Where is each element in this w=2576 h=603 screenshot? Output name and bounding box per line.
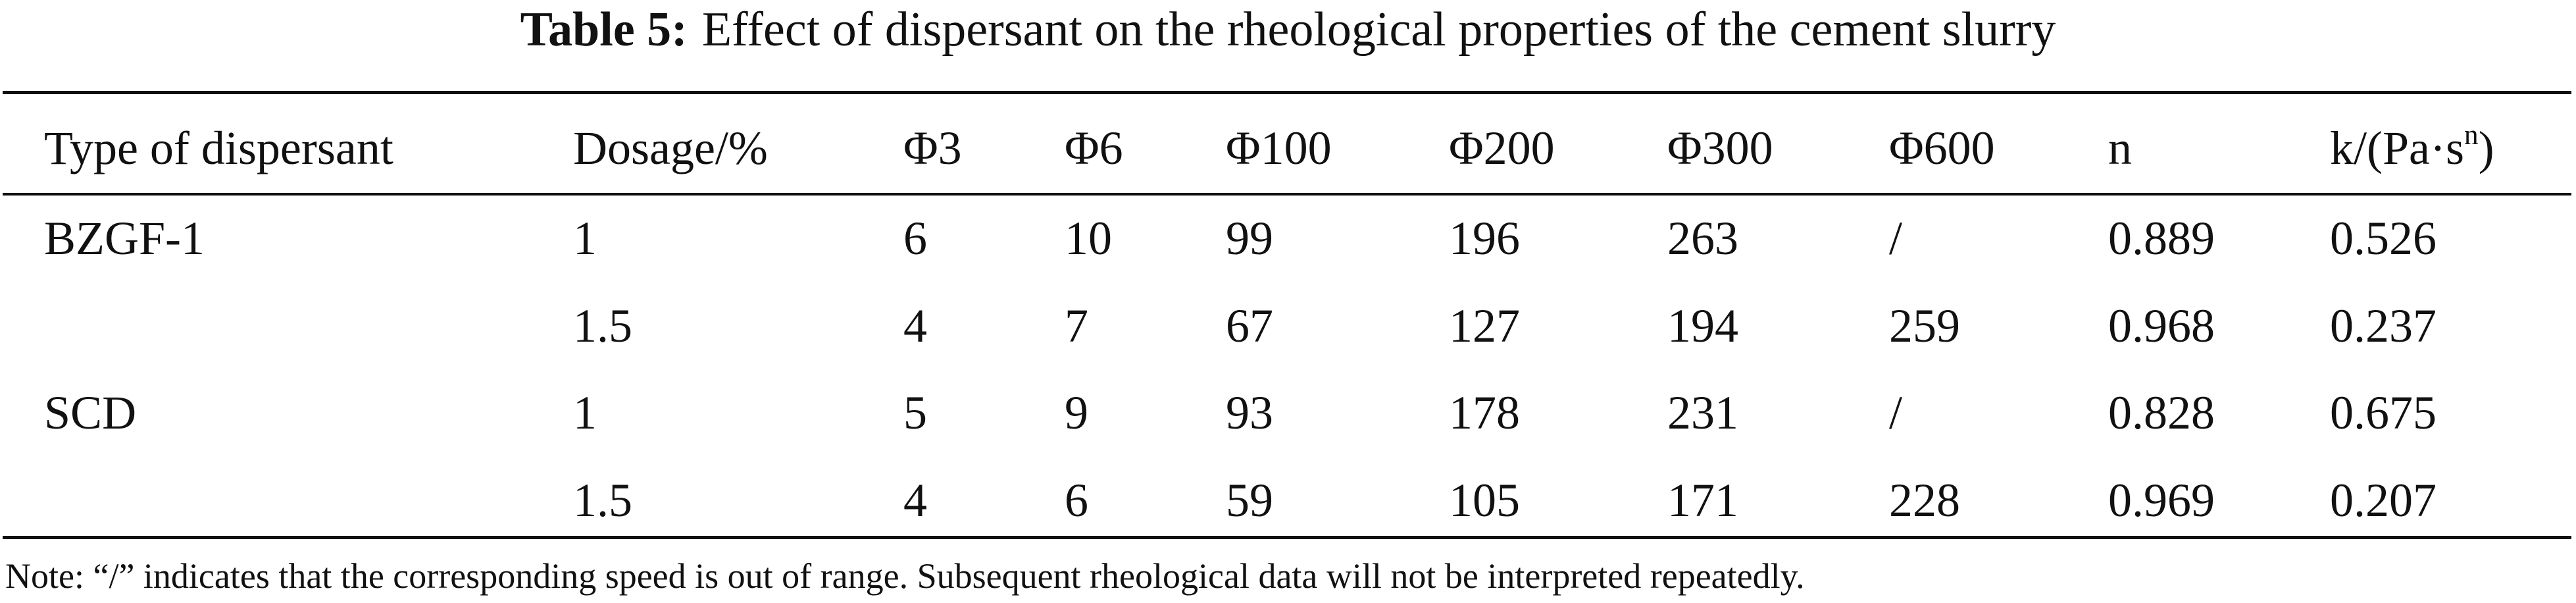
table-cell: 196: [1449, 212, 1520, 265]
table-cell: 7: [1065, 300, 1088, 352]
header-cell: k/(Pa·sn): [2330, 121, 2494, 174]
table-cell: 6: [1065, 474, 1088, 527]
header-rule: [3, 193, 2571, 196]
bottom-rule: [3, 536, 2571, 539]
table-cell: 0.207: [2330, 474, 2437, 527]
header-cell: Φ200: [1449, 122, 1555, 174]
table-note: Note: “/” indicates that the correspondi…: [5, 556, 1805, 596]
table-cell: 171: [1667, 474, 1738, 527]
table-cell: 127: [1449, 300, 1520, 352]
header-text: ): [2478, 122, 2494, 174]
table-cell: 0.526: [2330, 212, 2437, 265]
top-rule: [3, 91, 2571, 94]
table-cell: 194: [1667, 300, 1738, 352]
table-cell: 4: [903, 474, 927, 527]
header-cell: Type of dispersant: [44, 122, 393, 174]
table-cell: 93: [1226, 386, 1273, 439]
table-cell: 5: [903, 386, 927, 439]
table-cell: 105: [1449, 474, 1520, 527]
table-cell: 0.968: [2108, 300, 2215, 352]
table-cell: 4: [903, 300, 927, 352]
table-cell: 0.889: [2108, 212, 2215, 265]
table-cell: 1.5: [573, 474, 632, 527]
table-cell: 263: [1667, 212, 1738, 265]
header-cell: Φ6: [1065, 122, 1123, 174]
table-cell: /: [1889, 386, 1903, 439]
table-cell: 1.5: [573, 300, 632, 352]
table-cell: 0.828: [2108, 386, 2215, 439]
table-cell: 9: [1065, 386, 1088, 439]
caption-text: Effect of dispersant on the rheological …: [701, 3, 2056, 57]
table-cell: 99: [1226, 212, 1273, 265]
header-cell: Φ100: [1226, 122, 1332, 174]
header-cell: Dosage/%: [573, 122, 768, 174]
header-cell: Φ3: [903, 122, 962, 174]
table-cell: 178: [1449, 386, 1520, 439]
table-cell: 0.237: [2330, 300, 2437, 352]
table-caption: Table 5: Effect of dispersant on the rheo…: [0, 5, 2576, 54]
table-cell: 10: [1065, 212, 1112, 265]
header-cell: n: [2108, 122, 2132, 174]
dispersant-type: SCD: [44, 386, 137, 439]
caption-label: Table 5:: [520, 3, 688, 57]
table-cell: 0.969: [2108, 474, 2215, 527]
table-cell: 6: [903, 212, 927, 265]
header-cell: Φ600: [1889, 122, 1995, 174]
table-cell: 0.675: [2330, 386, 2437, 439]
table-cell: 259: [1889, 300, 1960, 352]
table-cell: 67: [1226, 300, 1273, 352]
dispersant-type: BZGF-1: [44, 212, 205, 265]
table-cell: 1: [573, 386, 597, 439]
table-cell: 1: [573, 212, 597, 265]
table-cell: /: [1889, 212, 1903, 265]
table-cell: 228: [1889, 474, 1960, 527]
header-cell: Φ300: [1667, 122, 1773, 174]
table-cell: 59: [1226, 474, 1273, 527]
header-superscript: n: [2463, 119, 2479, 151]
table-cell: 231: [1667, 386, 1738, 439]
header-text: k/(Pa·s: [2330, 122, 2464, 174]
